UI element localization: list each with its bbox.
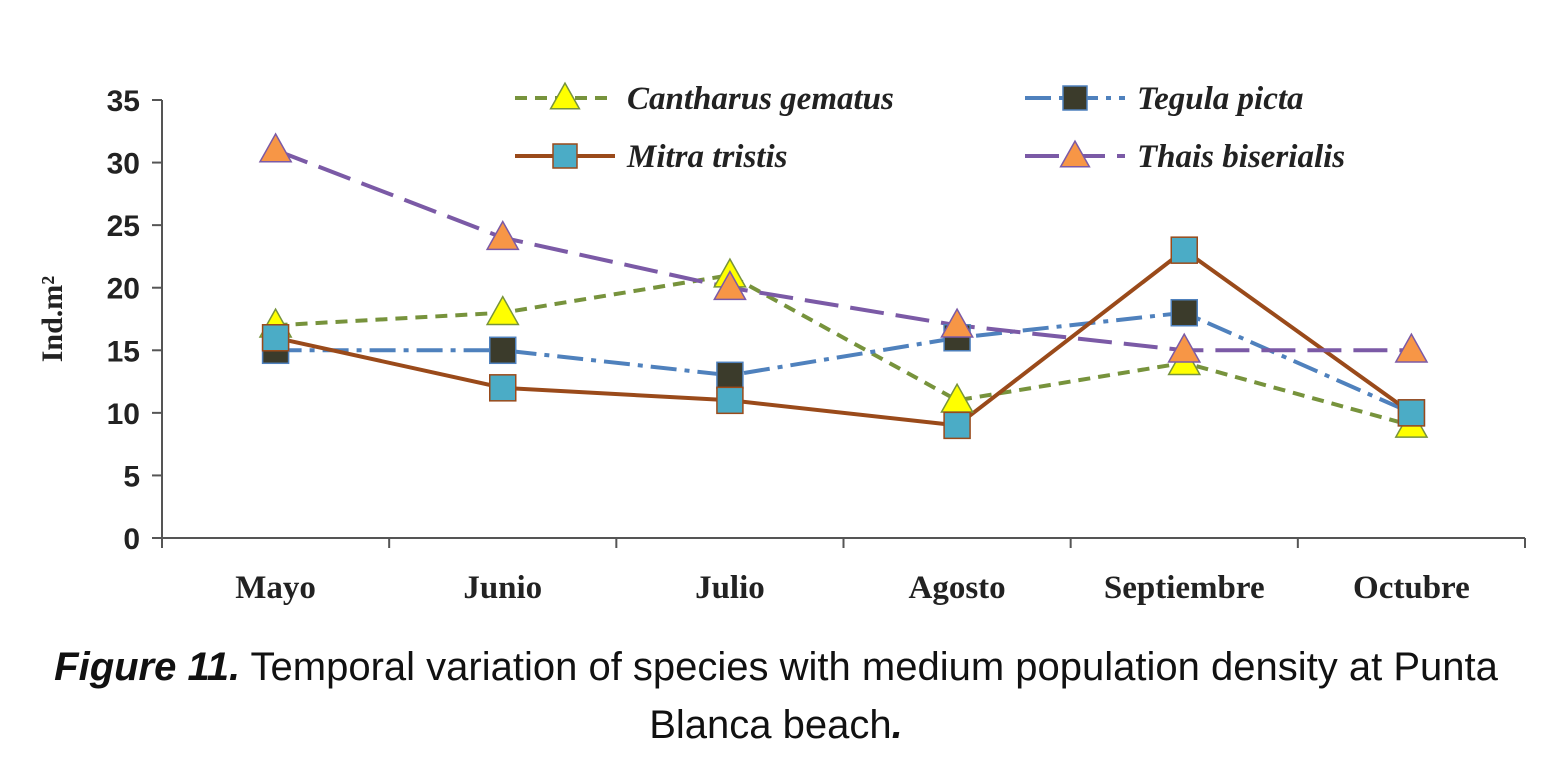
data-point-tegula-picta (489, 336, 517, 365)
data-point-mitra-tristis (1397, 399, 1426, 427)
legend-marker (549, 81, 581, 110)
legend-item-thais-biserialis: Thais biserialis (1025, 139, 1345, 175)
data-point-thais-biserialis (485, 220, 520, 251)
y-tick-label: 10 (107, 398, 140, 431)
y-tick-label: 15 (107, 335, 140, 368)
caption-text: Temporal variation of species with mediu… (240, 645, 1498, 747)
data-point-mitra-tristis (489, 374, 517, 402)
legend-label: Thais biserialis (1137, 139, 1345, 175)
data-point-thais-biserialis (258, 132, 293, 163)
caption-ending: . (891, 703, 903, 747)
data-point-mitra-tristis (716, 386, 744, 415)
legend-label: Cantharus gematus (627, 81, 894, 117)
series-line-mitra-tristis (275, 248, 1413, 428)
legend-label: Tegula picta (1137, 81, 1304, 117)
legend-item-cantharus-gematus: Cantharus gematus (515, 81, 894, 117)
figure-number: Figure 11. (54, 645, 241, 689)
x-category-label: Agosto (908, 570, 1005, 606)
x-category-label: Octubre (1353, 570, 1470, 606)
y-tick-label: 25 (107, 210, 140, 243)
data-point-mitra-tristis (261, 324, 290, 352)
data-point-thais-biserialis (1394, 332, 1429, 363)
chart-series (258, 132, 1429, 440)
legend-marker (1059, 139, 1091, 168)
y-tick-label: 5 (123, 460, 140, 493)
y-tick-label: 35 (107, 85, 140, 118)
data-point-thais-biserialis (940, 307, 974, 338)
line-chart: 0 5 10 15 20 25 30 35 Mayo Junio Julio Agosto Septie… (36, 81, 1526, 606)
data-point-thais-biserialis (1167, 332, 1202, 363)
y-tick-label: 30 (107, 148, 140, 181)
legend-marker (1062, 85, 1088, 111)
data-point-mitra-tristis (1170, 236, 1198, 264)
y-tick-label: 0 (123, 523, 140, 556)
y-axis-label: Ind.m² (36, 276, 69, 363)
y-tick-label: 20 (107, 273, 140, 306)
data-point-tegula-picta (1170, 298, 1198, 327)
x-category-label: Septiembre (1104, 570, 1265, 606)
data-point-mitra-tristis (943, 411, 971, 440)
legend-item-mitra-tristis: Mitra tristis (515, 139, 787, 175)
data-point-thais-biserialis (713, 270, 747, 301)
x-category-label: Mayo (235, 570, 316, 606)
figure-caption: Figure 11. Temporal variation of species… (0, 638, 1552, 754)
data-point-tegula-picta (716, 361, 744, 390)
x-category-label: Julio (695, 570, 765, 606)
chart-legend: Cantharus gematus Tegula picta Mitra trist… (515, 81, 1345, 175)
series-line-tegula-picta (275, 310, 1413, 415)
data-point-cantharus-gematus (485, 295, 520, 326)
legend-marker (552, 143, 578, 169)
x-category-label: Junio (463, 570, 542, 606)
series-line-thais-biserialis (274, 148, 1412, 353)
legend-label: Mitra tristis (626, 139, 787, 175)
legend-item-tegula-picta: Tegula picta (1025, 81, 1304, 117)
series-line-cantharus-gematus (275, 273, 1412, 428)
chart-axes: 0 5 10 15 20 25 30 35 Mayo Junio Julio Agosto Septie… (36, 85, 1526, 606)
